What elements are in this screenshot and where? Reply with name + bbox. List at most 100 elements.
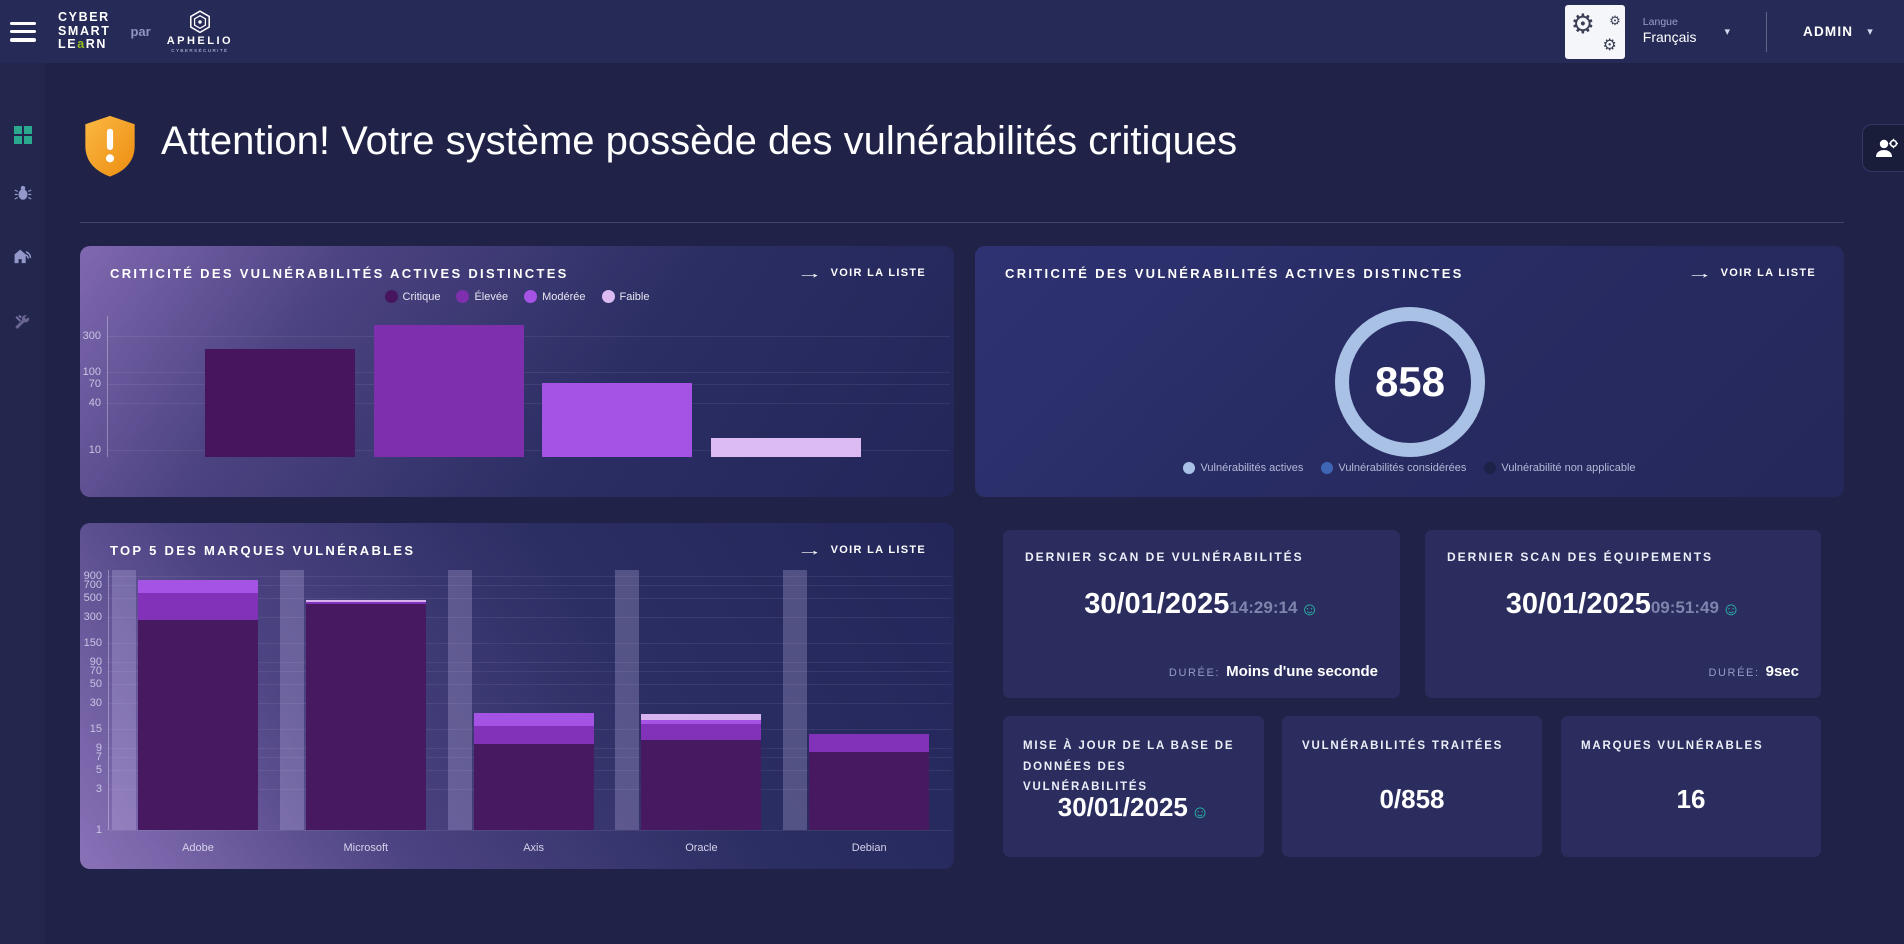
donut-total: 858: [1374, 358, 1446, 405]
view-list-label: VOIR LA LISTE: [830, 544, 926, 556]
aphelio-logo[interactable]: APHELIO CYBERSÉCURITÉ: [166, 9, 234, 54]
sidebar-item-dashboard[interactable]: [0, 113, 45, 157]
sidebar-item-tools[interactable]: [0, 300, 45, 344]
db-update-date: 30/01/2025 ☺: [1057, 792, 1210, 822]
sidebar: [0, 63, 45, 944]
top5-stacked-bar-chart: 900 700 500 300 150 90 70 50 30 15 9 7 5 3 1 Adobe Micro…: [84, 570, 951, 854]
bar-segment-Microsoft-Faible[interactable]: [305, 599, 426, 602]
card-title: DERNIER SCAN DES ÉQUIPEMENTS: [1447, 550, 1714, 564]
severity-bar-chart: 300 100 70 40 10: [83, 316, 950, 457]
gridline: [108, 661, 951, 663]
chevron-down-icon[interactable]: ▾: [1724, 26, 1731, 38]
chevron-down-icon: ▾: [1867, 26, 1874, 38]
language-value: Français: [1642, 29, 1697, 46]
scan-datetime: 30/01/2025 09:51:49 ☺: [1425, 588, 1821, 621]
last-equipment-scan-card: DERNIER SCAN DES ÉQUIPEMENTS 30/01/2025 …: [1425, 530, 1821, 698]
donut-chart-card: CRITICITÉ DES VULNÉRABILITÉS ACTIVES DIS…: [975, 246, 1844, 497]
card-title: TOP 5 DES MARQUES VULNÉRABLES: [110, 543, 416, 558]
legend-dot: [1183, 462, 1196, 474]
legend-dot: [1321, 462, 1334, 474]
legend-item[interactable]: Vulnérabilité non applicable: [1484, 462, 1636, 474]
person-gear-icon: [1876, 138, 1898, 157]
card-title: MISE À JOUR DE LA BASE DE DONNÉES DES VU…: [1023, 740, 1235, 794]
gridline: [108, 575, 951, 577]
language-selector[interactable]: Langue Français: [1643, 16, 1697, 47]
warning-banner-title: Attention! Votre système possède des vul…: [161, 119, 1238, 163]
support-button[interactable]: [1862, 124, 1904, 172]
view-list-link[interactable]: → VOIR LA LISTE: [796, 265, 926, 281]
vulnerable-brands-card: MARQUES VULNÉRABLES 16: [1561, 716, 1821, 857]
right-arrow-icon: →: [1686, 265, 1716, 281]
legend-item[interactable]: Critique: [384, 290, 441, 303]
smiley-icon: ☺: [1300, 599, 1319, 619]
bar-segment-Oracle-Faible[interactable]: [641, 714, 762, 720]
y-tick-label: 10: [88, 443, 101, 456]
severity-legend: Critique Élevée Modérée Faible: [80, 290, 954, 303]
donut-chart[interactable]: 858: [1320, 292, 1500, 472]
legend-item[interactable]: Faible: [601, 290, 649, 303]
legend-item[interactable]: Élevée: [456, 290, 508, 303]
y-tick-label: 70: [88, 378, 101, 391]
legend-dot: [524, 290, 538, 303]
duration-label: DURÉE:: [1708, 667, 1760, 679]
bar-segment-Axis-Élevée[interactable]: [473, 726, 594, 744]
last-vuln-scan-card: DERNIER SCAN DE VULNÉRABILITÉS 30/01/202…: [1003, 530, 1400, 698]
sidebar-item-vulnerabilities[interactable]: [0, 171, 45, 215]
bar-segment-Adobe-Modérée[interactable]: [138, 579, 258, 593]
legend-label: Modérée: [542, 290, 586, 303]
y-tick-label: 300: [82, 329, 101, 342]
bar-Faible[interactable]: [710, 438, 861, 457]
bar-segment-Microsoft-Critique[interactable]: [305, 604, 426, 830]
y-axis-line: [107, 316, 108, 457]
bar-Élevée[interactable]: [373, 325, 524, 457]
duration-value: 9sec: [1765, 663, 1799, 680]
bar-segment-Axis-Critique[interactable]: [473, 743, 594, 830]
db-update-card: MISE À JOUR DE LA BASE DE DONNÉES DES VU…: [1003, 716, 1264, 857]
x-category-label: Microsoft: [343, 842, 389, 854]
top-navbar: CYBER SMART LEaRN par APHELIO CYBERSÉCUR…: [0, 0, 1904, 63]
legend-item[interactable]: Modérée: [524, 290, 586, 303]
user-menu[interactable]: ADMIN ▾: [1803, 24, 1874, 39]
menu-icon[interactable]: [10, 21, 36, 42]
view-list-link[interactable]: → VOIR LA LISTE: [1686, 265, 1816, 281]
brands-value: 16: [1676, 784, 1706, 814]
bar-Modérée[interactable]: [542, 383, 692, 457]
y-tick-label: 5: [95, 763, 102, 776]
bar-segment-Adobe-Critique[interactable]: [138, 619, 258, 830]
scan-time: 09:51:49: [1650, 598, 1719, 617]
bar-segment-Oracle-Modérée[interactable]: [641, 719, 762, 725]
warning-shield-icon: [85, 115, 135, 177]
scan-duration: DURÉE: Moins d'une seconde: [1169, 663, 1378, 680]
gridline: [108, 683, 951, 685]
gridline: [107, 449, 950, 451]
duration-label: DURÉE:: [1168, 667, 1221, 679]
view-list-link[interactable]: → VOIR LA LISTE: [796, 542, 926, 558]
legend-dot: [601, 290, 615, 303]
legend-item[interactable]: Vulnérabilités actives: [1183, 462, 1303, 474]
y-tick-label: 90: [89, 655, 102, 668]
cybersmartlearn-logo[interactable]: CYBER SMART LEaRN: [58, 11, 110, 52]
aphelio-name: APHELIO: [166, 34, 234, 47]
view-list-label: VOIR LA LISTE: [830, 267, 926, 279]
bar-segment-Axis-Modérée[interactable]: [473, 712, 594, 727]
bar-Critique[interactable]: [205, 349, 355, 457]
duration-value: Moins d'une seconde: [1226, 663, 1378, 680]
card-title: CRITICITÉ DES VULNÉRABILITÉS ACTIVES DIS…: [1005, 266, 1464, 281]
legend-label: Critique: [402, 290, 441, 303]
smiley-icon: ☺: [1721, 599, 1741, 619]
bar-segment-Debian-Critique[interactable]: [809, 752, 930, 830]
bar-segment-Debian-Élevée[interactable]: [809, 734, 930, 753]
bar-segment-Oracle-Critique[interactable]: [641, 740, 762, 830]
gridline: [108, 585, 951, 587]
bar-segment-Oracle-Élevée[interactable]: [641, 724, 762, 741]
tools-icon: [15, 314, 30, 329]
y-tick-label: 30: [89, 696, 102, 709]
sidebar-item-equipment-scan[interactable]: [0, 234, 45, 278]
bar-segment-Adobe-Élevée[interactable]: [138, 592, 258, 620]
gridline: [108, 702, 951, 704]
gridline: [107, 372, 950, 374]
gear-icon: ⚙: [1570, 8, 1596, 39]
bar-segment-Microsoft-Élevée[interactable]: [305, 601, 426, 605]
legend-item[interactable]: Vulnérabilités considérées: [1321, 462, 1466, 474]
gridline: [108, 830, 951, 831]
